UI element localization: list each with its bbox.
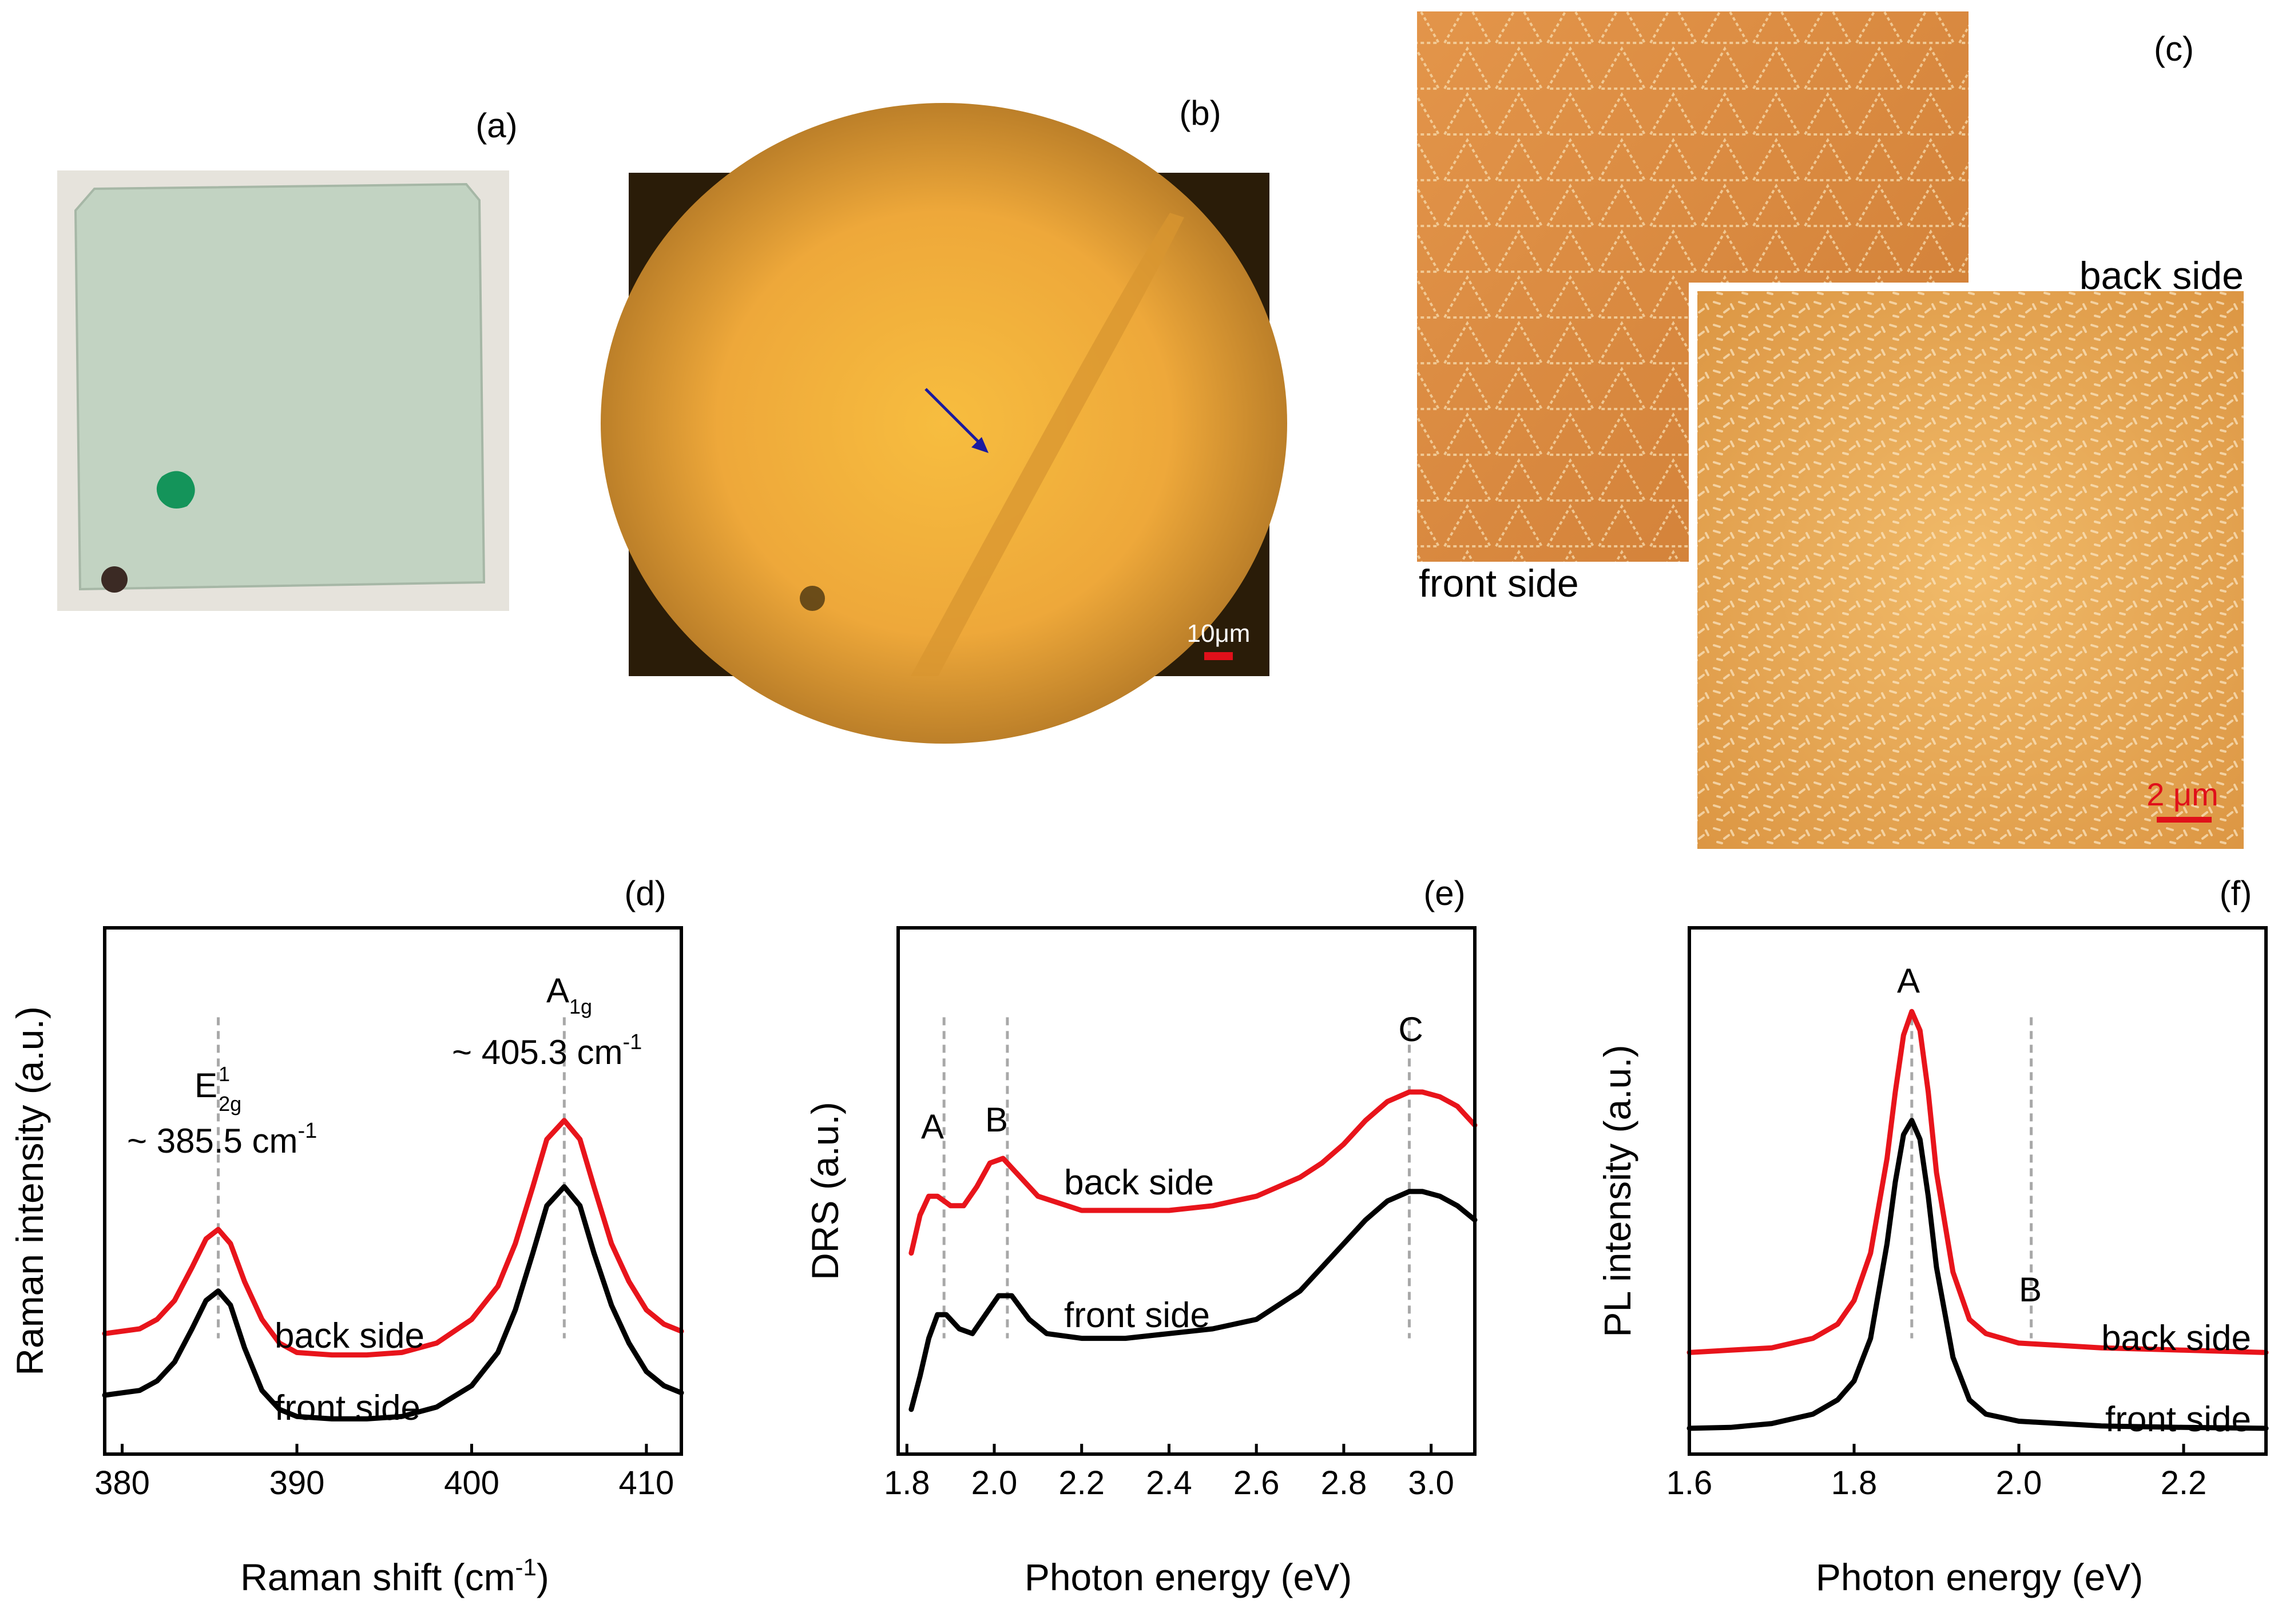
chart-d-xtick-label-3: 410 xyxy=(619,1464,674,1502)
arrow-indicator xyxy=(924,388,984,447)
chart-e-peak-a: A xyxy=(921,1107,944,1146)
afm-back-flakes xyxy=(1697,291,2244,849)
substrate-photo xyxy=(74,182,486,591)
chart-f-xlabel: Photon energy (eV) xyxy=(1816,1556,2143,1598)
chart-d-xlabel-main: Raman shift (cm xyxy=(240,1556,515,1598)
chart-e-series-front-line xyxy=(908,1189,1478,1412)
panel-f-label: (f) xyxy=(2220,874,2252,912)
chart-e-xtick-label-0: 1.8 xyxy=(884,1464,930,1502)
chart-d-series-back-line xyxy=(102,1118,684,1358)
chart-d-e2g-symbol: E xyxy=(195,1066,217,1105)
chart-d-series xyxy=(102,1118,684,1422)
chart-f-back-label: back side xyxy=(2101,1319,2251,1358)
chart-e-series xyxy=(908,1089,1478,1412)
chart-e-peak-b: B xyxy=(985,1101,1008,1139)
panel-b-label: (b) xyxy=(1179,94,1221,132)
micrograph-spot xyxy=(800,586,825,611)
chart-d-front-label: front side xyxy=(275,1388,420,1428)
chart-d-e2g-label: E1 2g xyxy=(195,1062,241,1115)
chart-e-series-back-line xyxy=(908,1089,1478,1256)
chart-f-xtick-label-2: 2.0 xyxy=(1996,1464,2042,1502)
chart-d-a1g-symbol: A xyxy=(546,971,569,1010)
chart-f-peak-a: A xyxy=(1897,962,1920,1000)
chart-d-ticks: 380 390 400 410 xyxy=(94,1444,674,1502)
chart-d-xlabel: Raman shift (cm-1) xyxy=(240,1554,549,1598)
chart-e-xtick-label-5: 2.8 xyxy=(1321,1464,1367,1502)
chart-f-series-back-line xyxy=(1686,1008,2269,1355)
chart-f-ticks: 1.6 1.8 2.0 2.2 xyxy=(1666,1444,2207,1502)
chart-f-xtick-label-1: 1.8 xyxy=(1831,1464,1878,1502)
chart-f-xtick-label-0: 1.6 xyxy=(1666,1464,1713,1502)
chart-e: (e) 1.8 2.0 2.2 2.4 2.6 2.8 3.0 Photon energy … xyxy=(804,874,1478,1598)
chart-d-e2g-value-sup: -1 xyxy=(298,1119,318,1143)
panel-c: front side back side 2 μm (c) xyxy=(1417,11,2244,849)
chart-e-xtick-label-1: 2.0 xyxy=(971,1464,1018,1502)
chart-f-ylabel: PL intensity (a.u.) xyxy=(1596,1045,1638,1337)
chart-d-guides xyxy=(217,1017,566,1339)
chart-f-frame xyxy=(1688,926,2268,1456)
chart-d-a1g-label: A1g xyxy=(546,971,592,1018)
chart-e-peak-c: C xyxy=(1398,1010,1423,1049)
panel-a: (a) xyxy=(57,106,518,611)
chart-e-xtick-label-3: 2.4 xyxy=(1146,1464,1192,1502)
crack-feature xyxy=(911,213,1184,676)
chart-e-xtick-label-2: 2.2 xyxy=(1058,1464,1105,1502)
chart-f-peak-b: B xyxy=(2019,1270,2042,1309)
chart-d-e2g-sub: 2g xyxy=(219,1092,241,1115)
panel-c-label: (c) xyxy=(2154,30,2194,68)
chart-e-ticks: 1.8 2.0 2.2 2.4 2.6 2.8 3.0 xyxy=(884,1444,1454,1502)
chart-d-e2g-value-main: ~ 385.5 cm xyxy=(127,1122,298,1160)
scalebar-b-label: 10μm xyxy=(1187,620,1251,648)
chart-d-xlabel-sup: -1 xyxy=(515,1554,537,1581)
micrograph-field xyxy=(601,103,1287,744)
chart-f-xtick-label-3: 2.2 xyxy=(2161,1464,2207,1502)
chart-d-series-front-line xyxy=(102,1184,684,1422)
chart-e-xtick-label-6: 3.0 xyxy=(1408,1464,1454,1502)
arrow-head xyxy=(971,437,989,453)
chart-e-front-label: front side xyxy=(1064,1296,1210,1335)
chart-d-xtick-label-1: 390 xyxy=(269,1464,325,1502)
scalebar-b xyxy=(1204,652,1233,660)
chart-d-e2g-sup: 1 xyxy=(219,1062,230,1086)
back-side-label: back side xyxy=(2079,254,2244,297)
chart-d-back-label: back side xyxy=(275,1316,424,1356)
chart-d-e2g-value: ~ 385.5 cm-1 xyxy=(127,1119,317,1160)
panel-e-label: (e) xyxy=(1423,874,1465,912)
chart-e-guides xyxy=(942,1017,1411,1339)
chart-d-a1g-sub: 1g xyxy=(569,995,592,1018)
scalebar-c xyxy=(2157,817,2212,823)
chart-f: (f) 1.6 1.8 2.0 2.2 Photon energy (eV) PL i… xyxy=(1596,874,2269,1598)
chart-d-ylabel: Raman intensity (a.u.) xyxy=(9,1006,51,1376)
chart-f-front-label: front side xyxy=(2105,1400,2251,1439)
front-side-label: front side xyxy=(1419,562,1579,605)
chart-e-ylabel: DRS (a.u.) xyxy=(804,1102,846,1280)
panel-b: 10μm (b) xyxy=(601,94,1287,744)
chart-d-xtick-label-0: 380 xyxy=(94,1464,150,1502)
chart-f-guides xyxy=(1910,1017,2033,1339)
chart-d: (d) 380 390 400 410 Raman shift (cm-1) Rama… xyxy=(9,874,684,1598)
chart-e-xlabel: Photon energy (eV) xyxy=(1025,1556,1352,1598)
chart-d-a1g-value: ~ 405.3 cm-1 xyxy=(452,1030,642,1071)
chart-d-xlabel-end: ) xyxy=(537,1556,549,1598)
dark-mark xyxy=(101,566,128,593)
chart-d-a1g-value-sup: -1 xyxy=(623,1030,642,1054)
chart-e-frame xyxy=(896,926,1477,1456)
chart-d-frame xyxy=(103,926,683,1456)
panel-a-label: (a) xyxy=(475,106,517,145)
chart-e-back-label: back side xyxy=(1064,1163,1214,1202)
scalebar-c-label: 2 μm xyxy=(2146,776,2219,812)
chart-f-series-front-line xyxy=(1686,1118,2269,1431)
green-mark xyxy=(156,471,195,509)
chart-e-xtick-label-4: 2.6 xyxy=(1233,1464,1280,1502)
chart-d-a1g-value-main: ~ 405.3 cm xyxy=(452,1033,623,1071)
chart-f-series xyxy=(1686,1008,2269,1431)
chart-d-xtick-label-2: 400 xyxy=(444,1464,499,1502)
panel-d-label: (d) xyxy=(624,874,666,912)
